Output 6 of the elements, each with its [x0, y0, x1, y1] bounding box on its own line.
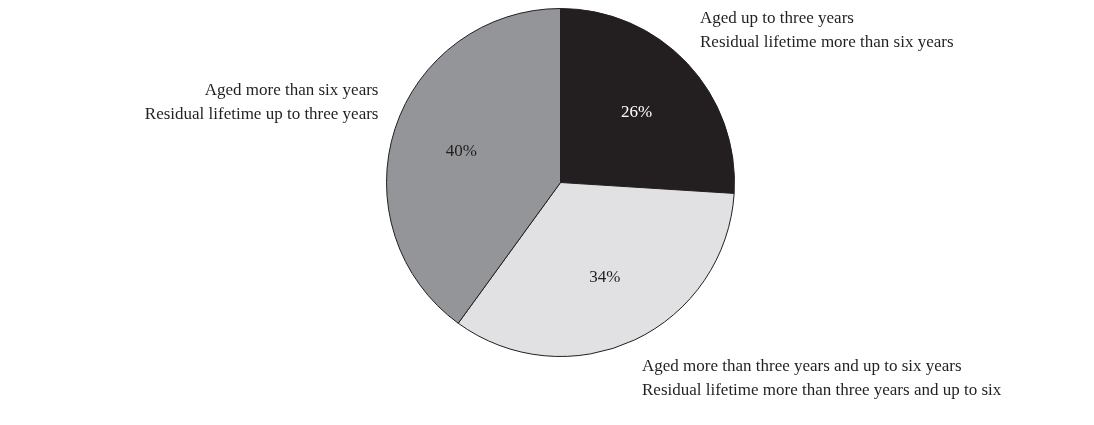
slice-label: Aged more than three years and up to six years Residual lifetime more than three years and up to six [641, 355, 1002, 400]
data-label: 34% [589, 267, 621, 287]
data-label: 26% [621, 101, 653, 121]
slice-label: Aged more than six years Residual lifetime up to three years [144, 79, 379, 124]
slice-label: Aged up to three years Residual lifetime more than six years [700, 7, 954, 52]
data-label: 40% [445, 140, 477, 160]
